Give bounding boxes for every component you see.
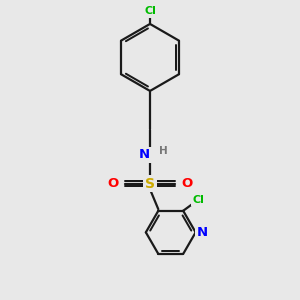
Text: O: O xyxy=(181,177,192,190)
Text: Cl: Cl xyxy=(144,6,156,16)
Text: N: N xyxy=(139,148,150,161)
Text: Cl: Cl xyxy=(192,195,204,205)
Text: N: N xyxy=(197,226,208,239)
Text: O: O xyxy=(108,177,119,190)
Text: H: H xyxy=(159,146,168,156)
Text: S: S xyxy=(145,176,155,190)
